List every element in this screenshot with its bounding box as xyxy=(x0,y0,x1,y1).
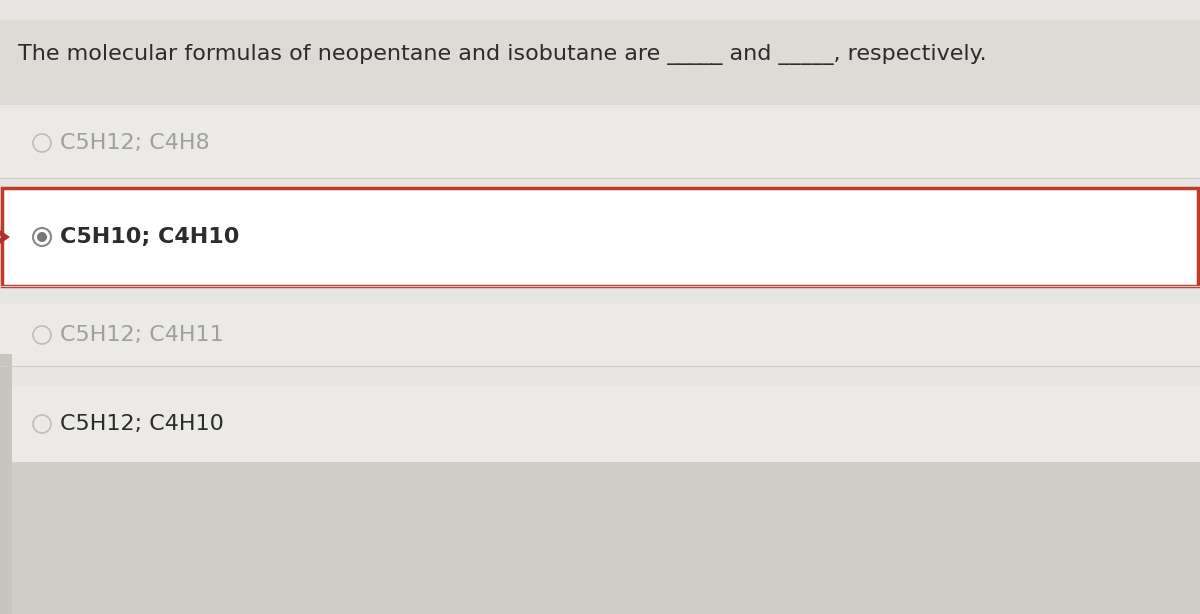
Text: C5H12; C4H11: C5H12; C4H11 xyxy=(60,325,223,345)
FancyBboxPatch shape xyxy=(0,386,1200,462)
Circle shape xyxy=(37,232,47,242)
Text: The molecular formulas of neopentane and isobutane are _____ and _____, respecti: The molecular formulas of neopentane and… xyxy=(18,44,986,65)
FancyBboxPatch shape xyxy=(0,20,1200,105)
FancyBboxPatch shape xyxy=(2,188,1198,286)
FancyBboxPatch shape xyxy=(0,462,1200,614)
FancyBboxPatch shape xyxy=(0,108,1200,178)
Text: C5H12; C4H10: C5H12; C4H10 xyxy=(60,414,224,434)
Polygon shape xyxy=(0,222,10,252)
FancyBboxPatch shape xyxy=(0,354,12,614)
Text: C5H10; C4H10: C5H10; C4H10 xyxy=(60,227,239,247)
FancyBboxPatch shape xyxy=(0,304,1200,366)
Text: C5H12; C4H8: C5H12; C4H8 xyxy=(60,133,210,153)
